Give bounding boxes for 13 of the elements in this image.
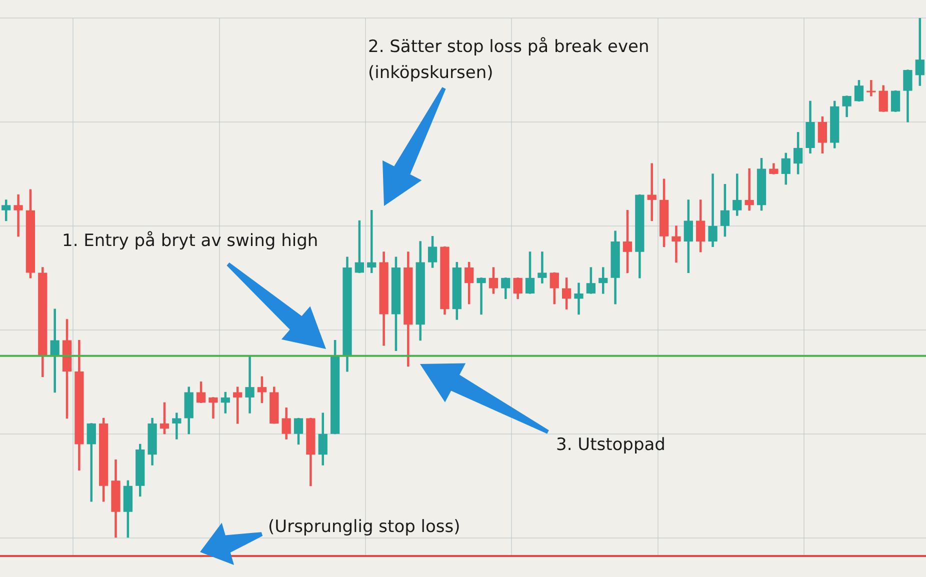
candlestick — [538, 252, 547, 284]
candlestick — [647, 163, 656, 222]
candlestick — [744, 168, 754, 211]
annotation: 2. Sätter stop loss på break even (inköpskursen) — [368, 36, 650, 85]
candlestick — [476, 278, 486, 315]
candlestick — [574, 282, 584, 315]
annotation: (Ursprunglig stop loss) — [268, 516, 462, 539]
candlestick — [14, 194, 23, 237]
candlestick — [866, 80, 876, 96]
annotation: 3. Utstoppad — [556, 434, 666, 457]
candlestick — [672, 226, 681, 263]
candlestick — [172, 412, 182, 440]
annotation: 1. Entry på bryt av swing high — [62, 230, 320, 253]
